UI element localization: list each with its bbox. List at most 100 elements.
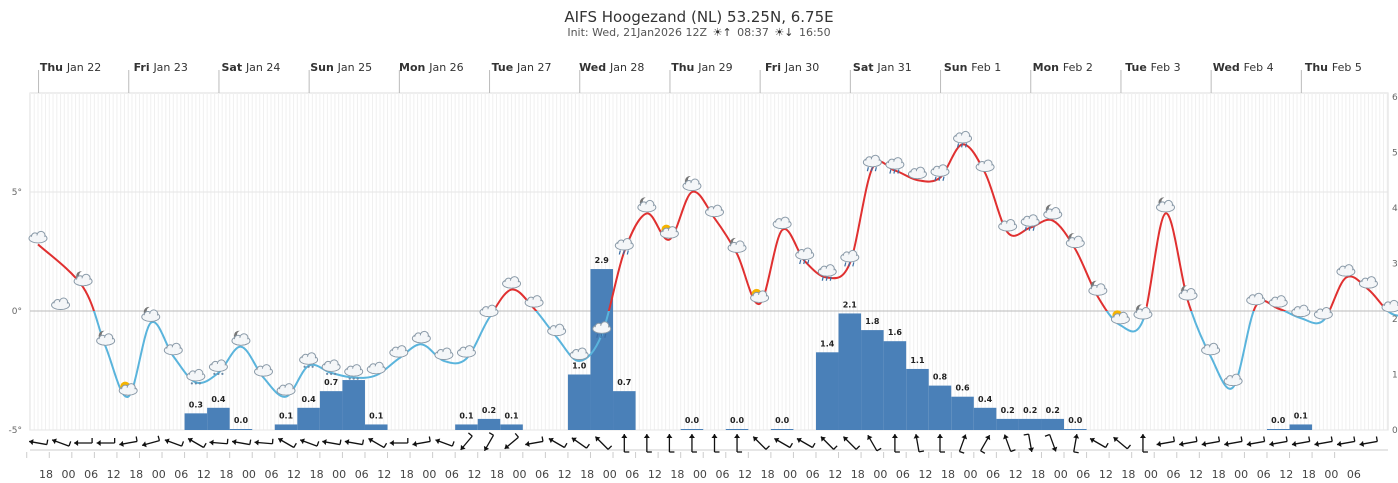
wind-arrow	[796, 437, 816, 449]
hour-label: 00	[873, 468, 887, 481]
day-label: Fri Jan 23	[134, 61, 188, 74]
precip-bar	[567, 374, 591, 430]
hour-label: 18	[1031, 468, 1045, 481]
wind-arrow	[277, 437, 297, 449]
wind-arrow	[119, 436, 138, 447]
moon-cloud-icon	[1178, 285, 1198, 301]
precip-label: 1.4	[820, 339, 835, 348]
precip-bar	[229, 429, 253, 430]
wind-arrow	[774, 437, 794, 449]
precip-label: 0.0	[685, 416, 700, 425]
wind-arrow	[1156, 436, 1176, 447]
day-label: Fri Jan 30	[765, 61, 819, 74]
weather-icons	[28, 130, 1398, 396]
hour-label: 00	[783, 468, 797, 481]
right-axis-tick: 0	[1392, 426, 1398, 436]
snow-cloud-icon	[186, 368, 206, 385]
rain-cloud-icon	[795, 247, 815, 265]
wind-arrow	[74, 438, 93, 446]
hour-label: 18	[1121, 468, 1135, 481]
hour-label: 18	[580, 468, 594, 481]
wind-arrow	[51, 438, 72, 447]
hour-label: 00	[1234, 468, 1248, 481]
right-axis-tick: 5	[1392, 149, 1398, 159]
cloud-icon	[569, 347, 589, 360]
right-axis-tick: 2	[1392, 315, 1398, 325]
precip-bar	[996, 418, 1019, 430]
wind-arrow	[548, 437, 568, 449]
cloud-icon	[1201, 342, 1221, 356]
precip-bar	[1064, 429, 1087, 430]
wind-arrow	[711, 434, 720, 453]
precip-label: 1.6	[888, 328, 903, 337]
wind-arrow	[1314, 436, 1333, 447]
precip-label: 0.1	[459, 411, 474, 420]
precip-label: 0.4	[978, 395, 993, 404]
wind-arrow	[666, 434, 675, 453]
hour-label: 00	[152, 468, 166, 481]
cloud-icon	[1291, 304, 1311, 318]
wind-arrow	[1113, 436, 1132, 450]
snow-cloud-icon	[208, 359, 228, 375]
precip-label: 0.4	[211, 395, 226, 404]
day-label: Wed Jan 28	[579, 61, 644, 74]
wind-arrow	[621, 434, 630, 453]
hour-label: 06	[174, 468, 188, 481]
hour-label: 18	[761, 468, 775, 481]
left-axis-tick: 0°	[12, 307, 22, 317]
wind-arrows	[29, 432, 1388, 454]
hour-label: 18	[219, 468, 233, 481]
wind-arrow	[29, 439, 49, 446]
moon-cloud-icon	[637, 197, 657, 213]
wind-arrow	[1044, 433, 1058, 452]
rain-cloud-icon	[930, 164, 950, 181]
moon-cloud-icon	[231, 330, 251, 346]
wind-arrow	[525, 436, 544, 447]
precip-label: 1.1	[910, 356, 925, 365]
day-label: Sat Jan 31	[853, 61, 912, 74]
day-label: Sun Feb 1	[944, 61, 1001, 74]
wind-arrow	[322, 439, 342, 446]
cloud-icon	[502, 276, 522, 289]
wind-arrow	[1179, 436, 1198, 447]
hour-label: 00	[964, 468, 978, 481]
precip-label: 0.8	[933, 373, 948, 382]
hour-label: 00	[332, 468, 346, 481]
wind-arrow	[344, 439, 365, 446]
precip-bar	[207, 407, 230, 430]
sun-cloud-icon	[659, 224, 679, 239]
precip-bar	[184, 413, 208, 430]
rain-cloud-icon	[614, 238, 634, 255]
precip-bar	[319, 391, 343, 430]
wind-arrow	[504, 432, 519, 450]
precipitation-bars: 0.30.40.00.10.40.70.90.10.10.20.11.02.90…	[184, 256, 1313, 430]
precip-label: 0.0	[775, 416, 790, 425]
wind-arrow	[389, 438, 409, 446]
wind-arrow	[96, 438, 116, 446]
hour-label: 18	[310, 468, 324, 481]
sunrise-time: 08:37	[737, 26, 769, 39]
precip-bar	[680, 429, 704, 430]
wind-arrow	[460, 432, 473, 451]
hour-label: 00	[1324, 468, 1338, 481]
cloud-icon	[524, 295, 544, 308]
cloud-icon	[163, 342, 183, 356]
cloud-icon	[389, 345, 409, 358]
precip-bar	[906, 368, 929, 430]
hour-label: 06	[625, 468, 639, 481]
hour-label: 06	[716, 468, 730, 481]
day-label: Thu Feb 5	[1305, 61, 1362, 74]
precip-bar	[500, 424, 523, 430]
rain-cloud-icon	[840, 249, 860, 267]
right-axis-tick: 1	[1392, 371, 1398, 381]
y-axes: 5° 0° -5° 6 5 4 3 2 1 0	[9, 93, 1398, 436]
precip-bar	[1041, 418, 1065, 430]
day-label: Wed Feb 4	[1213, 61, 1274, 74]
hour-label: 06	[1076, 468, 1090, 481]
snow-cloud-icon	[321, 359, 341, 375]
hour-label: 12	[467, 468, 481, 481]
wind-arrow	[231, 439, 252, 446]
hour-label: 06	[1167, 468, 1181, 481]
temperature-cold-segment	[92, 311, 1398, 398]
cloud-icon	[456, 345, 476, 358]
